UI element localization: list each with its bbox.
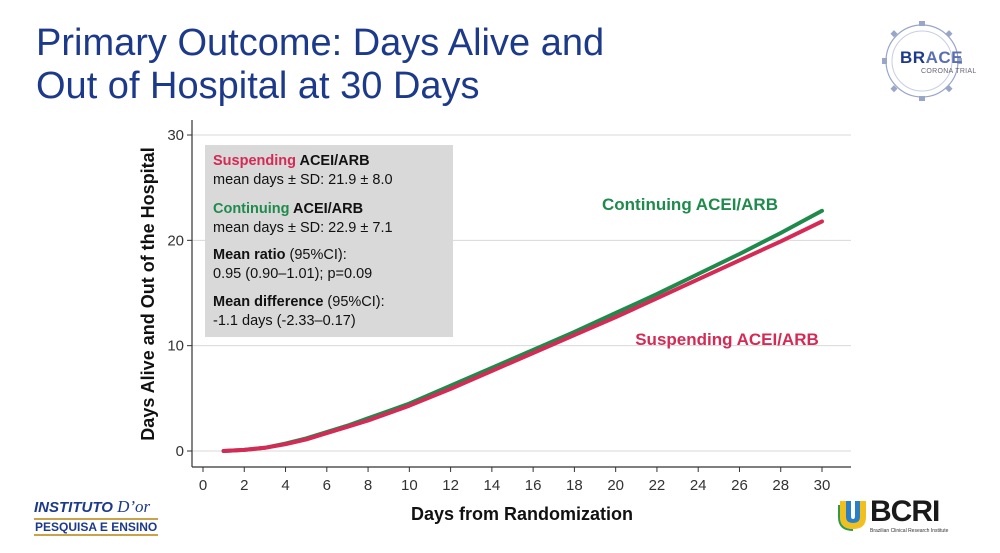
y-tick-label: 30 [167, 127, 184, 144]
x-tick-label: 18 [566, 477, 583, 494]
bcri-mark-icon [838, 501, 866, 531]
x-tick-label: 0 [199, 477, 207, 494]
infobox-continuing-rest: ACEI/ARB [290, 201, 364, 217]
x-tick-label: 2 [240, 477, 248, 494]
title-line-1: Primary Outcome: Days Alive and [36, 22, 605, 64]
x-tick-label: 30 [814, 477, 831, 494]
infobox-background [205, 145, 453, 337]
x-tick-label: 12 [442, 477, 459, 494]
infobox-suspending-rest: ACEI/ARB [296, 153, 370, 169]
x-tick-label: 4 [281, 477, 289, 494]
x-tick-label: 28 [772, 477, 789, 494]
x-tick-label: 14 [484, 477, 501, 494]
brace-logo-text: BRACE [900, 48, 963, 68]
brace-suffix: ACE [925, 48, 963, 67]
infobox-diff-bold: Mean difference [213, 294, 323, 310]
brace-logo [874, 18, 970, 104]
series-label-continuing: Continuing ACEI/ARB [602, 195, 778, 214]
bcri-name: BCRI [870, 495, 940, 528]
y-tick-label: 10 [167, 338, 184, 355]
y-tick-label: 20 [167, 232, 184, 249]
x-tick-label: 8 [364, 477, 372, 494]
infobox-suspending-heading: Suspending ACEI/ARB [213, 153, 370, 169]
infobox-suspending-bold: Suspending [213, 153, 296, 169]
infobox-ratio-value: 0.95 (0.90–1.01); p=0.09 [213, 266, 372, 282]
instituto-word: INSTITUTO [34, 499, 113, 516]
instituto-dor-top: INSTITUTO D’or [34, 497, 158, 517]
page-title: Primary Outcome: Days Alive and Out of H… [36, 22, 736, 108]
infobox-diff-heading: Mean difference (95%CI): [213, 294, 385, 310]
infobox-continuing-stat: mean days ± SD: 22.9 ± 7.1 [213, 220, 393, 236]
series-label-suspending: Suspending ACEI/ARB [635, 330, 819, 349]
infobox-continuing-heading: Continuing ACEI/ARB [213, 201, 363, 217]
x-tick-label: 22 [649, 477, 666, 494]
gear-icon [882, 21, 962, 101]
brace-prefix: BR [900, 48, 926, 67]
x-tick-label: 24 [690, 477, 707, 494]
stats-infobox: Suspending ACEI/ARB mean days ± SD: 21.9… [205, 145, 453, 337]
x-tick-label: 20 [607, 477, 624, 494]
y-axis-label: Days Alive and Out of the Hospital [138, 147, 158, 440]
x-tick-label: 26 [731, 477, 748, 494]
brace-logo-subtitle: CORONA TRIAL [921, 68, 977, 75]
x-tick-label: 6 [323, 477, 331, 494]
infobox-continuing-bold: Continuing [213, 201, 290, 217]
title-line-2: Out of Hospital at 30 Days [36, 65, 480, 107]
infobox-suspending-stat: mean days ± SD: 21.9 ± 8.0 [213, 172, 393, 188]
x-tick-label: 10 [401, 477, 418, 494]
infobox-ratio-rest: (95%CI): [286, 247, 347, 263]
x-tick-label: 16 [525, 477, 542, 494]
x-axis-label: Days from Randomization [411, 504, 633, 524]
bcri-fullname: Brazilian Clinical Research Institute [870, 528, 949, 534]
y-tick-label: 0 [176, 443, 184, 460]
infobox-diff-rest: (95%CI): [323, 294, 384, 310]
series-line-suspending [221, 219, 824, 453]
infobox-ratio-bold: Mean ratio [213, 247, 286, 263]
dor-word: D’or [117, 497, 151, 516]
instituto-dor-logo: INSTITUTO D’or PESQUISA E ENSINO [34, 497, 159, 536]
infobox-diff-value: -1.1 days (-2.33–0.17) [213, 313, 356, 329]
instituto-dor-subtitle: PESQUISA E ENSINO [34, 518, 159, 536]
infobox-ratio-heading: Mean ratio (95%CI): [213, 247, 347, 263]
